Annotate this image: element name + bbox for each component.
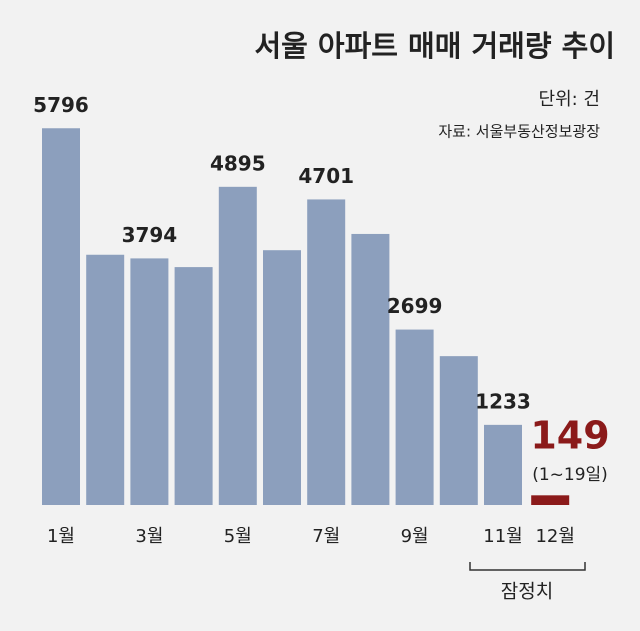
bar	[263, 250, 301, 505]
annotation: 잠정치	[501, 581, 553, 603]
annotation: (1~19일)	[532, 465, 608, 485]
bar	[86, 254, 125, 505]
x-tick-label: 11월	[483, 526, 522, 547]
x-tick-label: 3월	[135, 526, 163, 547]
x-tick-label: 12월	[535, 526, 574, 547]
bar	[174, 267, 213, 505]
bar	[42, 128, 80, 505]
bar	[130, 258, 169, 505]
bracket	[469, 562, 586, 571]
bar	[439, 356, 478, 505]
source-label: 자료: 서울부동산정보광장	[438, 123, 600, 141]
value-label: 3794	[122, 223, 178, 247]
x-tick-label: 5월	[224, 526, 252, 547]
bar	[531, 495, 570, 505]
x-tick-label: 9월	[401, 526, 429, 547]
bar	[351, 233, 390, 505]
value-label: 149	[530, 414, 609, 458]
chart-title: 서울 아파트 매매 거래량 추이	[254, 29, 615, 63]
x-tick-label: 1월	[47, 526, 75, 547]
bar	[395, 329, 434, 505]
x-tick-label: 7월	[312, 526, 340, 547]
value-label: 5796	[33, 93, 89, 117]
value-label: 4701	[298, 164, 354, 188]
value-label: 4895	[210, 151, 266, 175]
value-label: 2699	[387, 294, 443, 318]
bar	[484, 424, 522, 505]
value-label: 1233	[475, 389, 531, 413]
bar	[218, 186, 257, 505]
bar	[307, 199, 346, 505]
unit-label: 단위: 건	[539, 89, 600, 110]
